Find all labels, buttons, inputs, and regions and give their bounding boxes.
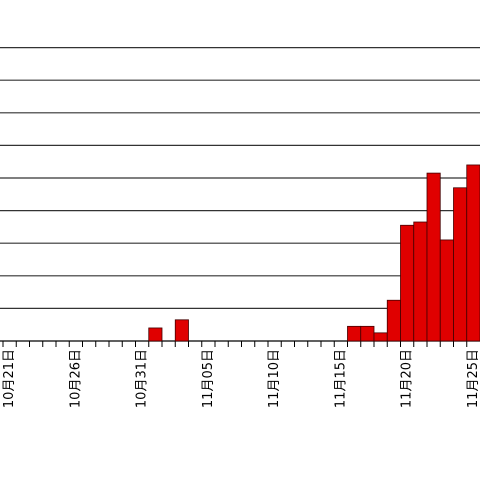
- bar: [373, 332, 388, 342]
- bar: [426, 172, 441, 342]
- x-tick-label: 10月31日: [135, 349, 150, 408]
- bar: [386, 299, 401, 342]
- bar: [360, 325, 375, 342]
- bar: [439, 239, 454, 342]
- x-tick-label: 11月05日: [201, 349, 216, 408]
- bar: [453, 187, 468, 342]
- bar: [174, 319, 189, 342]
- bar: [148, 327, 163, 342]
- x-tick-label: 11月15日: [333, 349, 348, 408]
- x-tick-label: 11月20日: [400, 349, 415, 408]
- x-tick-label: 11月10日: [267, 349, 282, 408]
- bar: [400, 224, 415, 342]
- x-tick-label: 10月21日: [2, 349, 17, 408]
- bar: [466, 164, 480, 342]
- bar: [413, 221, 428, 342]
- bar: [347, 325, 362, 342]
- x-tick-label: 11月25日: [466, 349, 480, 408]
- x-tick-label: 10月26日: [68, 349, 83, 408]
